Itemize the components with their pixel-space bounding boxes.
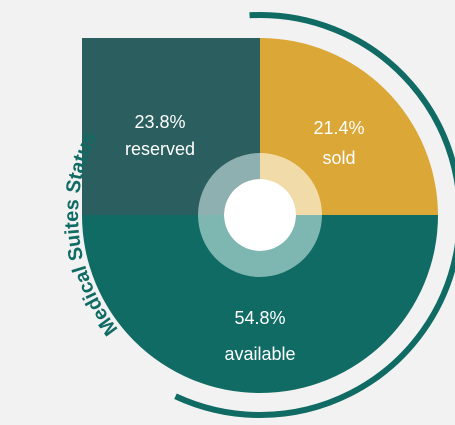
data-label-reserved-percent: 23.8% [134, 112, 185, 132]
outer-ring-arc [174, 12, 455, 418]
data-label-reserved-name: reserved [125, 139, 195, 159]
pie-slice-sold [260, 38, 438, 215]
data-label-available-percent: 54.8% [234, 308, 285, 328]
pie-slice-available [82, 215, 438, 393]
data-label-available-name: available [224, 344, 295, 364]
pie-slice-reserved [82, 38, 260, 215]
inner-ring-reserved [198, 153, 260, 215]
inner-ring-available [198, 215, 322, 277]
data-label-sold-percent: 21.4% [313, 118, 364, 138]
center-hole [224, 179, 296, 251]
inner-ring-sold [260, 153, 322, 215]
data-label-sold-name: sold [322, 148, 355, 168]
